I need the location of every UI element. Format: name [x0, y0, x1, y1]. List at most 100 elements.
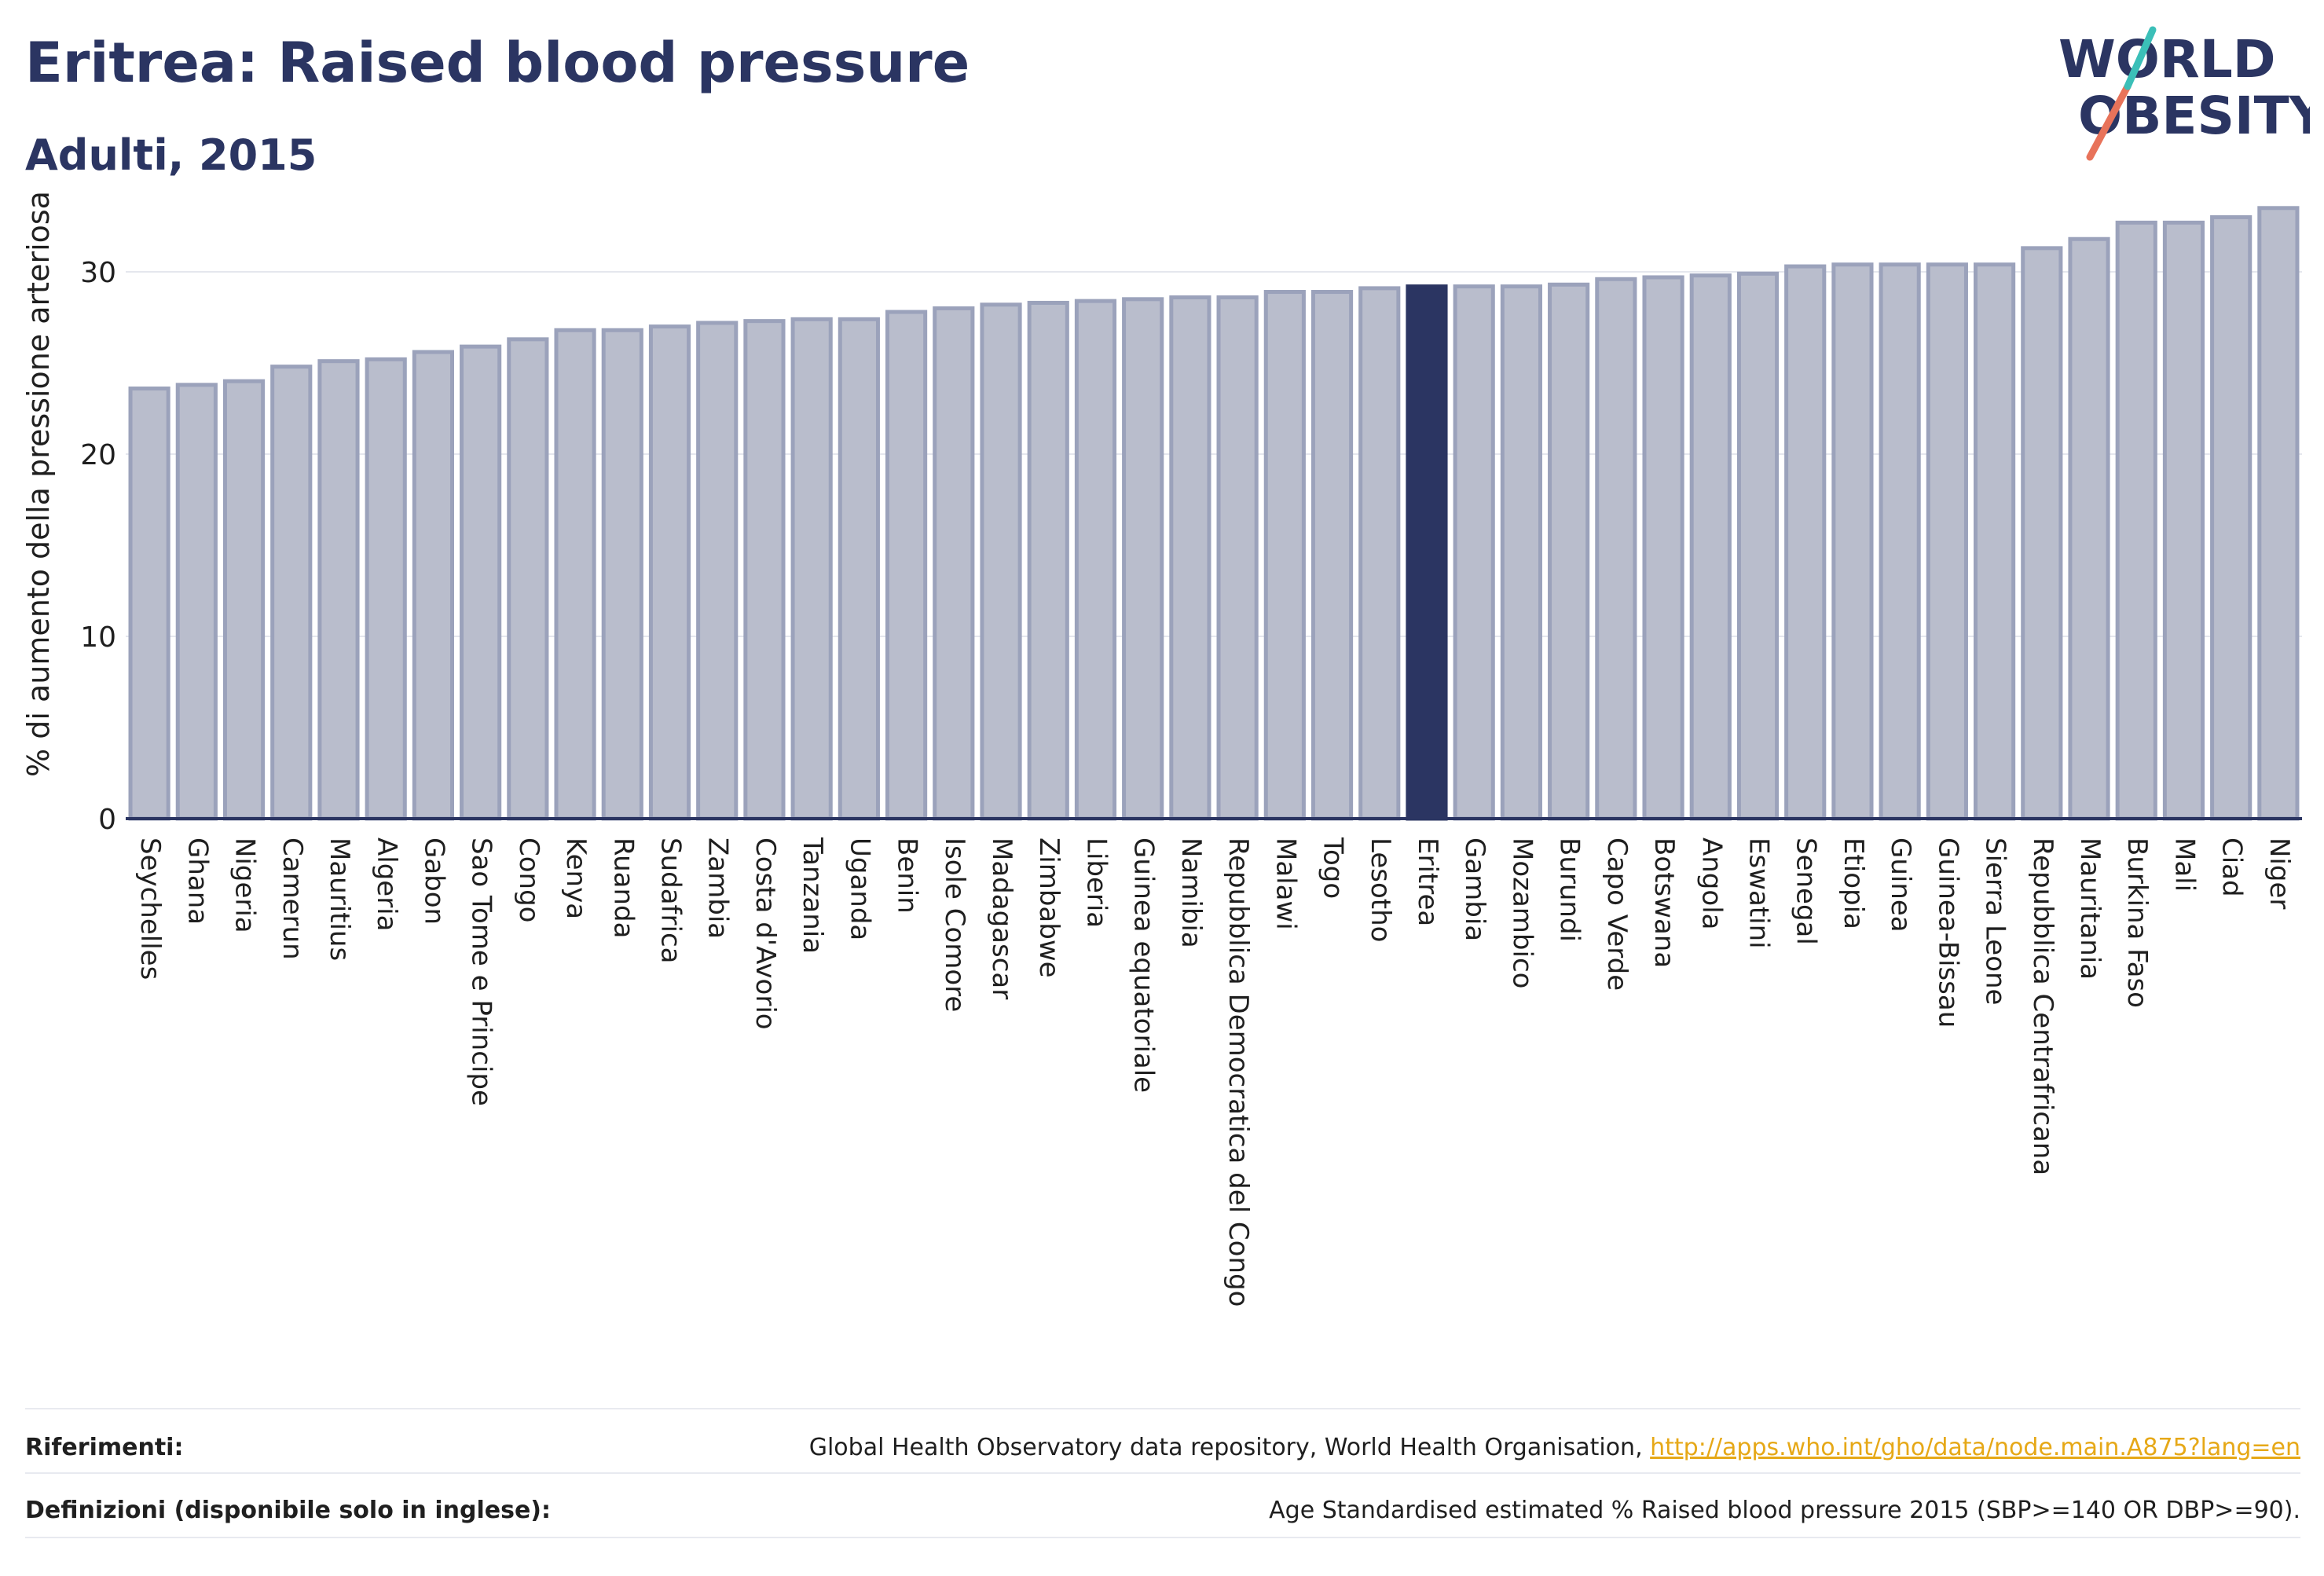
logo-slash-coral [2086, 82, 2132, 161]
bar [270, 365, 313, 821]
chart-title: Eritrea: Raised blood pressure [25, 31, 970, 95]
x-tick-label: Repubblica Democratica del Congo [1222, 837, 1254, 1307]
footer-divider-top [25, 1408, 2300, 1409]
references-text: Global Health Observatory data repositor… [808, 1433, 1651, 1461]
x-tick-label: Togo [1318, 837, 1349, 899]
x-tick-label: Liberia [1080, 837, 1112, 928]
x-tick-label: Costa d'Avorio [750, 837, 781, 1030]
bar [222, 379, 266, 821]
x-tick-label: Camerun [277, 837, 308, 960]
x-tick-label: Guinea-Bissau [1932, 837, 1963, 1028]
bar [933, 306, 975, 821]
x-tick-label: Senegal [1791, 837, 1822, 945]
x-tick-label: Eswatini [1743, 837, 1775, 949]
bar [2115, 220, 2157, 821]
bar [1122, 297, 1164, 821]
bar [2210, 214, 2253, 821]
x-tick-label: Lesotho [1365, 837, 1396, 942]
bar-highlight [1406, 284, 1448, 821]
bars [128, 206, 2300, 821]
x-tick-label: Nigeria [229, 837, 261, 933]
references-row: Riferimenti: Global Health Observatory d… [25, 1414, 2300, 1480]
bar [1453, 284, 1495, 821]
x-tick-label: Sierra Leone [1980, 837, 2011, 1005]
x-tick-label: Etiopia [1838, 837, 1869, 929]
references-link[interactable]: http://apps.who.int/gho/data/node.main.A… [1650, 1433, 2300, 1461]
x-tick-label: Botswana [1648, 837, 1680, 968]
bar [1642, 275, 1684, 821]
bar [1500, 284, 1542, 821]
x-tick-label: Eritrea [1412, 837, 1443, 926]
x-tick-label: Angola [1695, 837, 1727, 929]
x-tick-label: Ciad [2216, 837, 2248, 897]
bar [317, 359, 360, 821]
bar [1548, 282, 1590, 821]
bar [980, 302, 1022, 821]
y-tick-label: 20 [80, 439, 116, 471]
bar [128, 386, 170, 821]
x-tick-label: Seychelles [134, 837, 166, 980]
bar [790, 317, 833, 821]
bar [412, 350, 455, 821]
y-tick-label: 10 [80, 621, 116, 654]
bar [1358, 286, 1401, 821]
footer-divider-bottom [25, 1537, 2300, 1538]
bar [601, 328, 643, 821]
x-tick-label: Mauritania [2074, 837, 2106, 980]
x-tick-label: Burkina Faso [2121, 837, 2153, 1008]
x-tick-label: Mozambico [1506, 837, 1538, 988]
bar [1216, 295, 1259, 821]
definitions-value: Age Standardised estimated % Raised bloo… [1269, 1496, 2300, 1524]
bar-chart: 0 10 20 30 Seychelles Ghana Nigeria Camerun Mau… [21, 191, 2302, 1307]
bar [1926, 262, 1968, 821]
bar [1736, 271, 1780, 821]
x-tick-label: Malawi [1270, 837, 1301, 930]
bar [1169, 295, 1211, 821]
bar [2068, 236, 2110, 821]
x-tick-label: Ruanda [607, 837, 639, 938]
bar [743, 319, 786, 821]
x-tick-label: Niger [2264, 837, 2295, 909]
x-tick-label: Namibia [1175, 837, 1207, 948]
x-tick-label: Tanzania [797, 837, 828, 954]
bar [507, 337, 549, 821]
bar [1595, 277, 1637, 821]
bar [1689, 273, 1732, 821]
bar [1784, 264, 1827, 821]
x-tick-label: Sao Tome e Principe [466, 837, 497, 1106]
bar [2021, 246, 2063, 821]
bar [460, 344, 502, 821]
x-tick-label: Isole Comore [939, 837, 970, 1012]
footer-divider-middle [25, 1472, 2300, 1474]
bar [838, 317, 880, 821]
y-axis-label: % di aumento della pressione arteriosa [21, 191, 56, 777]
bar [2257, 206, 2300, 821]
x-tick-label: Sudafrica [655, 837, 687, 963]
x-tick-label: Benin [892, 837, 923, 914]
x-tick-label: Madagascar [986, 837, 1017, 999]
bar [696, 321, 739, 821]
y-tick-label: 0 [98, 804, 116, 836]
x-tick-labels: Seychelles Ghana Nigeria Camerun Mauritius Al… [134, 837, 2295, 1307]
logo-line1: WORLD [2058, 29, 2276, 90]
x-tick-label: Gambia [1459, 837, 1490, 941]
x-tick-label: Capo Verde [1601, 837, 1633, 991]
y-tick-label: 30 [80, 257, 116, 289]
logo-line2: OBESITY [2078, 86, 2310, 146]
x-tick-label: Mauritius [324, 837, 355, 961]
logo-slash-teal [2124, 26, 2157, 90]
chart-subtitle: Adulti, 2015 [25, 130, 317, 180]
x-tick-label: Mali [2168, 837, 2200, 892]
references-value: Global Health Observatory data repositor… [809, 1434, 2300, 1461]
x-tick-label: Burundi [1554, 837, 1585, 942]
x-tick-label: Uganda [844, 837, 875, 940]
bar [885, 310, 928, 821]
x-tick-label: Gabon [418, 837, 449, 925]
x-tick-label: Kenya [560, 837, 592, 919]
bar [1310, 290, 1354, 821]
bar [1027, 300, 1069, 821]
x-tick-label: Guinea equatoriale [1128, 837, 1160, 1093]
world-obesity-logo: WORLD OBESITY [2058, 26, 2310, 161]
bar [648, 324, 691, 821]
bar [1879, 262, 1921, 821]
